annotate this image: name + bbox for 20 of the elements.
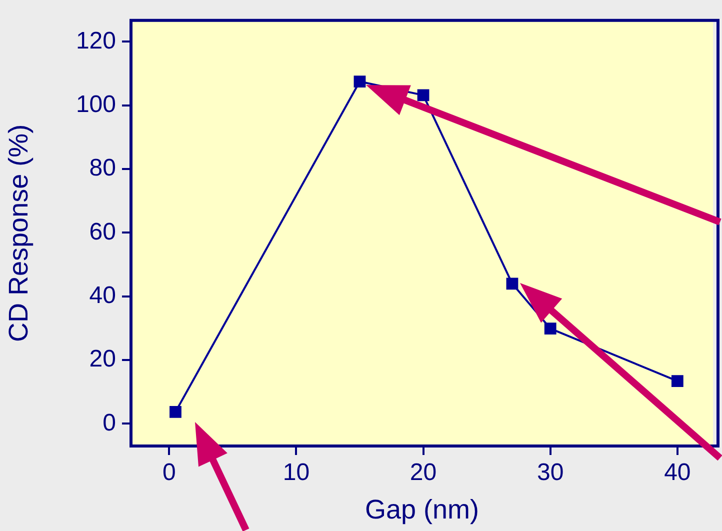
- y-tick-label: 0: [102, 409, 116, 436]
- point: [170, 406, 182, 418]
- point: [506, 278, 518, 290]
- y-tick-label: 20: [89, 346, 116, 373]
- y-tick-label: 80: [89, 154, 116, 182]
- x-tick-label: 20: [410, 459, 437, 486]
- x-tick-label: 0: [162, 459, 176, 486]
- point: [417, 89, 430, 102]
- x-tick-label: 40: [664, 459, 691, 486]
- point: [671, 375, 684, 388]
- x-tick-label: 10: [282, 459, 310, 486]
- point: [354, 76, 366, 88]
- y-tick-label: 120: [76, 27, 116, 54]
- y-tick-label: 100: [76, 91, 116, 118]
- x-tick-label: 30: [536, 459, 564, 486]
- y-tick-label: 60: [89, 218, 116, 246]
- y-tick-label: 40: [89, 282, 116, 310]
- x-axis-title: Gap (nm): [364, 494, 480, 524]
- point: [544, 322, 556, 334]
- y-axis-title: CD Response (%): [4, 124, 34, 342]
